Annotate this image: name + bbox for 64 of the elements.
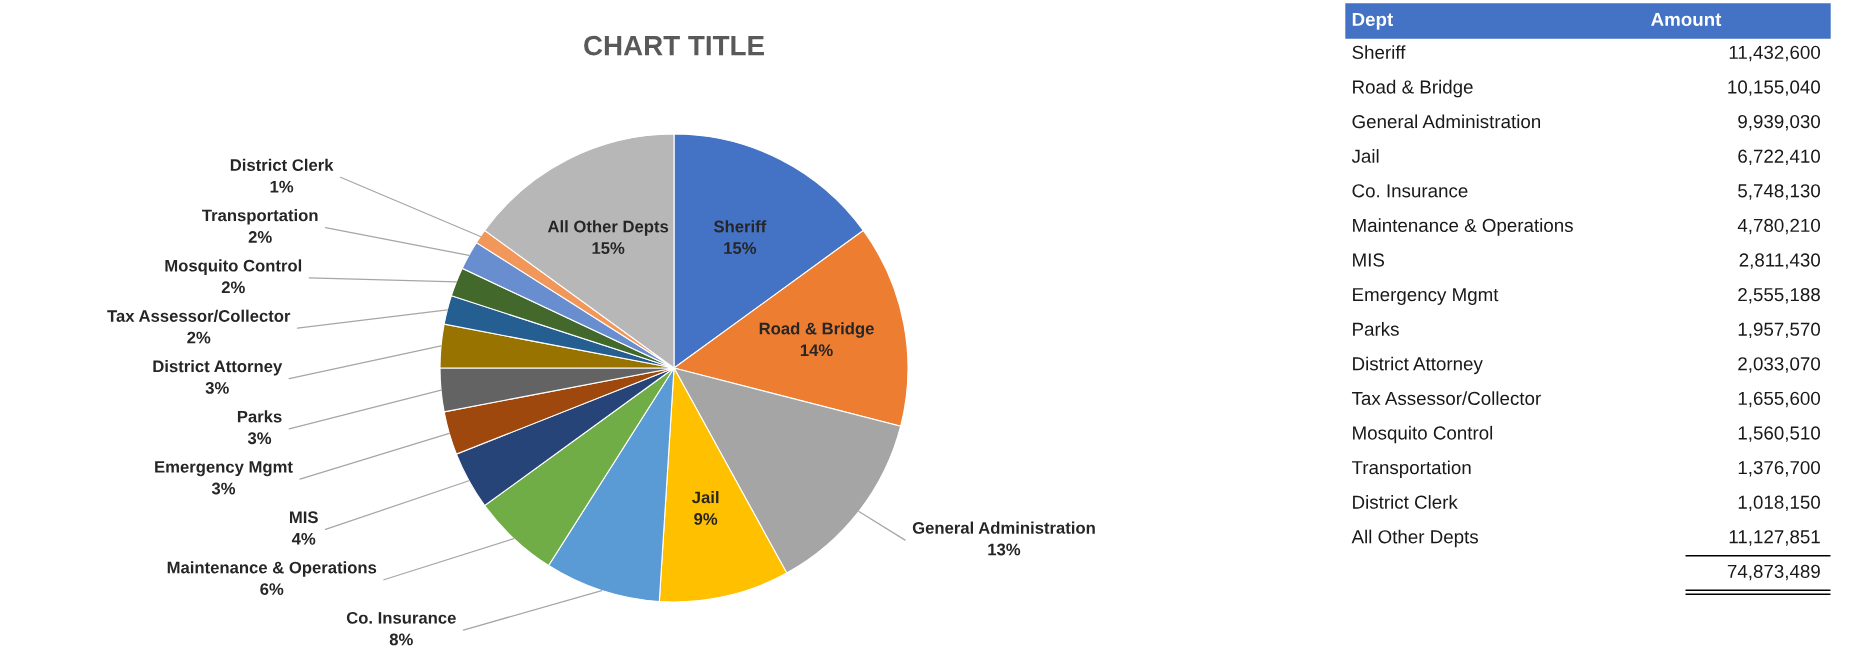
slice-label: Mosquito Control [165,259,302,275]
category-label: District Attorney [1353,356,1483,375]
slice-label: All Other Depts [547,220,669,236]
data-label: 8% [389,633,413,646]
category-label: Mosquito Control [1353,425,1493,444]
slice-label: Tax Assessor/Collector [107,309,291,323]
slice-label: Parks [237,410,282,423]
data-label: 5,748,130 [1738,184,1821,200]
chart-title: CHART TITLE [584,35,764,56]
data-label: 14% [800,344,833,357]
data-label: 2% [221,281,245,294]
slice-label: Road & Bridge [759,322,874,338]
data-label: 15% [724,242,757,254]
data-label: 1,560,510 [1738,426,1821,442]
category-label: District Clerk [1353,495,1458,509]
slice-label: MIS [289,511,318,524]
category-label: Road & Bridge [1353,79,1473,98]
data-label: 11,127,851 [1729,530,1820,546]
category-label: Transportation [1351,460,1471,478]
data-label: 6,722,410 [1738,149,1821,166]
category-label: Jail [1351,149,1379,163]
data-label: 10,155,040 [1728,80,1821,96]
category-label: All Other Depts [1351,529,1479,548]
data-label: 2% [187,331,211,344]
text: Amount [1651,12,1722,27]
data-label: 3% [205,381,229,394]
data-label: 9% [694,513,718,525]
data-label: 3% [211,482,236,495]
data-label: 13% [988,543,1021,556]
text: Dept [1352,12,1393,30]
category-label: General Administration [1352,114,1541,129]
slice-label: District Attorney [153,359,283,376]
data-label: 2,555,188 [1738,287,1820,304]
data-label: 1,655,600 [1738,391,1821,408]
category-label: Tax Assessor/Collector [1351,391,1541,406]
data-label: 1% [270,180,294,193]
data-label: 15% [592,242,625,254]
category-label: MIS [1353,253,1385,267]
data-label: 2,033,070 [1738,357,1821,373]
category-label: Parks [1353,322,1399,336]
slice-label: Transportation [202,209,318,225]
category-label: Sheriff [1352,45,1406,60]
data-label: 2% [248,231,272,243]
slice-label: Co. Insurance [346,611,456,624]
slice-label: Sheriff [713,220,767,233]
data-label: 4,780,210 [1737,218,1821,235]
data-label: 1,376,700 [1738,460,1821,477]
data-label: 4% [291,532,316,545]
data-label: 11,432,600 [1729,45,1821,62]
data-label: 1,018,150 [1738,495,1821,512]
slice-label: District Clerk [230,158,334,171]
slice-label: Emergency Mgmt [155,461,293,477]
data-label: 1,957,570 [1738,322,1821,339]
category-label: Co. Insurance [1352,184,1468,198]
category-label: Emergency Mgmt [1353,288,1499,305]
data-label: 9,939,030 [1738,114,1821,131]
category-label: Maintenance & Operations [1353,218,1573,236]
text: 74,873,489 [1727,564,1820,581]
slice-label: General Administration [912,521,1095,534]
slice-label: Maintenance & Operations [167,561,377,577]
data-label: 6% [260,583,284,596]
slice-label: Jail [692,491,719,504]
data-label: 3% [247,432,272,445]
data-label: 2,811,430 [1739,253,1821,269]
